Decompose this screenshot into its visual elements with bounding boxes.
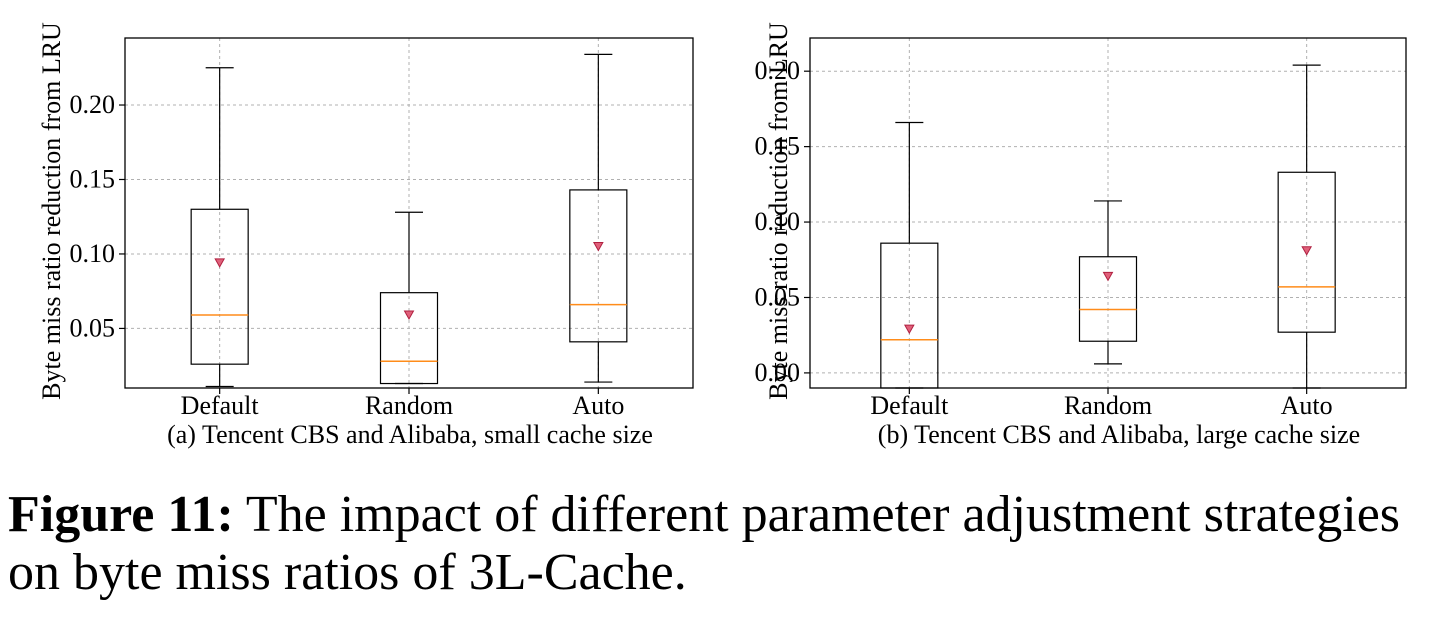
box-iqr: [569, 189, 628, 343]
y-tick-label: 0.10: [755, 207, 801, 236]
box-iqr: [190, 208, 249, 365]
box-random: [379, 211, 439, 385]
y-axis-label: Byte miss ratio reduction from LRU: [37, 22, 66, 400]
box-iqr: [1078, 256, 1138, 342]
y-tick-label: 0.05: [70, 313, 116, 342]
box-random: [1078, 200, 1138, 365]
x-tick-label: Auto: [1281, 391, 1333, 420]
x-tick-label: Random: [365, 391, 453, 420]
y-tick-label: 0.05: [755, 282, 801, 311]
figure-caption: Figure 11: The impact of different param…: [8, 486, 1448, 602]
boxplot-a: 0.05 0.10 0.15 0.20 Default Random Auto Byte mi…: [37, 22, 694, 420]
x-tick-label: Default: [181, 391, 260, 420]
box-iqr: [379, 292, 439, 385]
y-axis-label: Byte miss ratio reduction from LRU: [764, 22, 793, 400]
chart-panel-a: 0.05 0.10 0.15 0.20 Default Random Auto Byte mi…: [0, 0, 720, 460]
mean-marker: [903, 324, 915, 335]
y-tick-label: 0.00: [755, 358, 801, 387]
box-iqr: [1277, 171, 1336, 333]
boxplot-b: 0.00 0.05 0.10 0.15 0.20 Default Random Auto Byt…: [755, 22, 1407, 420]
x-tick-label: Auto: [572, 391, 624, 420]
y-tick-label: 0.10: [70, 239, 116, 268]
x-tick-label: Default: [870, 391, 949, 420]
box-auto: [569, 53, 628, 383]
y-tick-label: 0.20: [70, 90, 116, 119]
plot-frame: [124, 37, 694, 389]
mean-marker: [1301, 246, 1313, 256]
figure-label: Figure 11:: [8, 486, 234, 543]
subcaption-a: (a) Tencent CBS and Alibaba, small cache…: [167, 420, 653, 449]
mean-marker: [592, 242, 604, 252]
figure-caption-text: The impact of different parameter adjust…: [8, 486, 1401, 601]
mean-marker: [1102, 271, 1114, 282]
x-tick-label: Random: [1064, 391, 1152, 420]
plot-frame: [809, 37, 1407, 389]
y-tick-label: 0.15: [70, 164, 116, 193]
mean-marker: [403, 310, 415, 321]
y-tick-label: 0.20: [755, 56, 801, 85]
y-tick-label: 0.15: [755, 132, 801, 161]
subcaption-b: (b) Tencent CBS and Alibaba, large cache…: [877, 420, 1361, 449]
box-default: [190, 67, 249, 388]
mean-marker: [214, 258, 226, 268]
chart-panel-b: 0.00 0.05 0.10 0.15 0.20 Default Random Auto Byt…: [727, 0, 1453, 460]
